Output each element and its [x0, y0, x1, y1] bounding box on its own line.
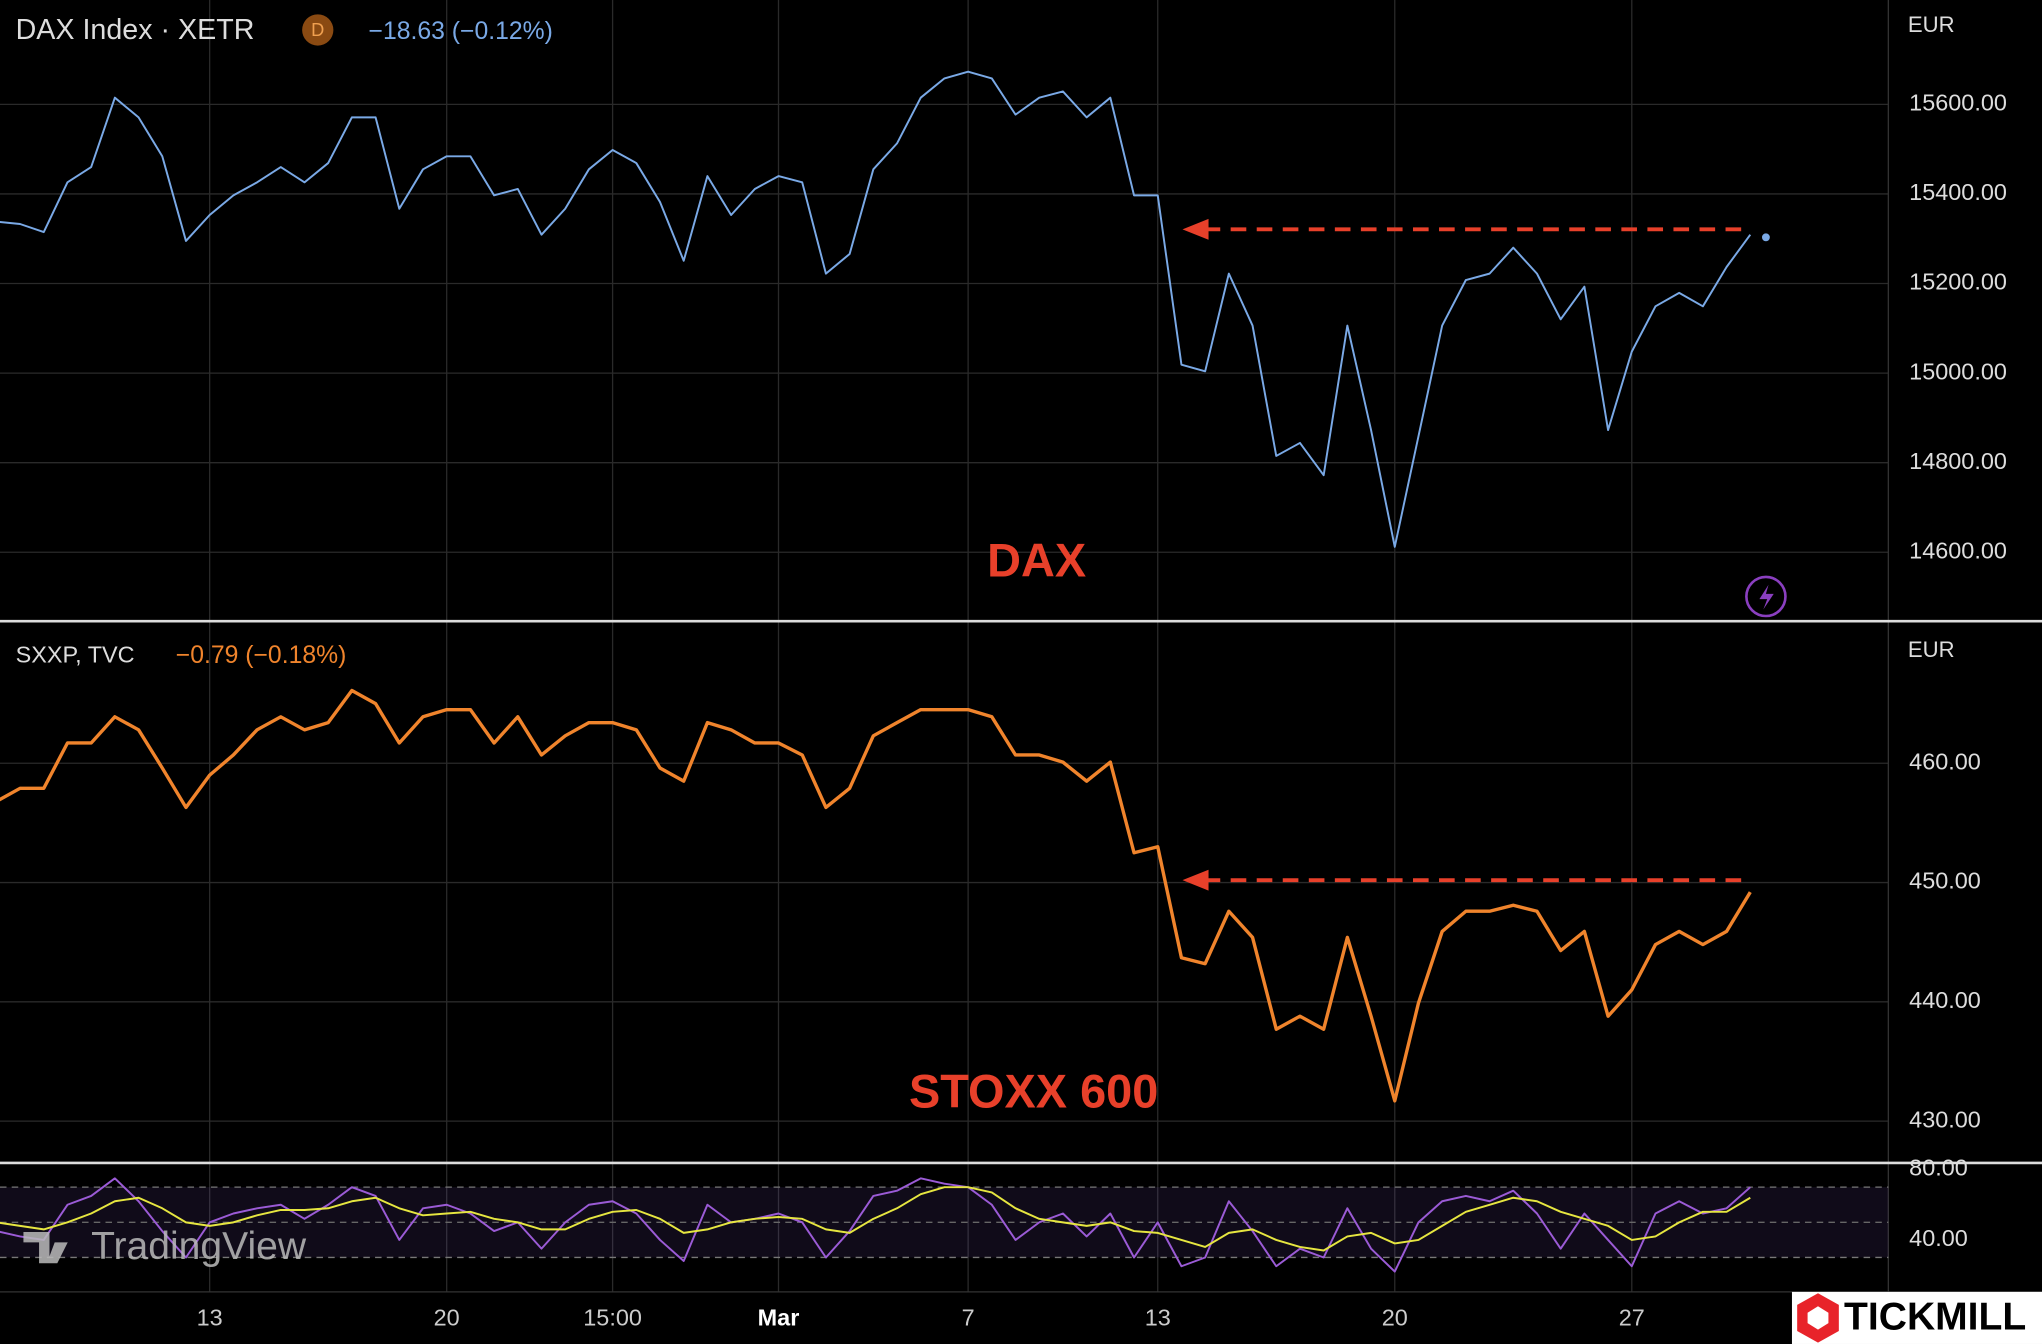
last-point: [1762, 233, 1770, 242]
currency: EUR: [1908, 12, 1955, 37]
x-tick-label: 20: [434, 1304, 460, 1330]
arrow-head: [1182, 218, 1209, 240]
y-tick-label: 15600.00: [1909, 90, 2007, 116]
x-tick-label: 7: [962, 1304, 975, 1330]
annotation: STOXX 600: [909, 1066, 1158, 1118]
y-tick-label: 440.00: [1909, 987, 1981, 1013]
badge: [302, 14, 334, 46]
watermark: TradingView: [91, 1225, 307, 1268]
sxxp-title: SXXP, TVC: [16, 642, 135, 668]
y-tick-label: 14600.00: [1909, 537, 2007, 563]
grid: [0, 0, 1889, 1292]
series-line: [0, 70, 1752, 548]
y-tick-label: 80.00: [1909, 1155, 1968, 1181]
alert-icon: [1759, 584, 1774, 610]
logo-icon: [1807, 1306, 1829, 1330]
logo: TICKMILL: [1844, 1296, 2026, 1339]
series-line: [0, 688, 1752, 1103]
plot: [0, 70, 1889, 1273]
annotation: DAX: [987, 534, 1086, 586]
arrow-head: [1182, 869, 1209, 891]
badge-text: D: [311, 19, 324, 40]
x-tick-label: 20: [1382, 1304, 1408, 1330]
x-tick-label: 13: [1145, 1304, 1171, 1330]
watermark-logo: [23, 1231, 68, 1264]
y-tick-label: 14800.00: [1909, 448, 2007, 474]
y-tick-label: 15200.00: [1909, 269, 2007, 295]
x-tick-label: 15:00: [583, 1304, 642, 1330]
series-line: [0, 1186, 1751, 1252]
x-tick-label: Mar: [758, 1304, 800, 1330]
x-tick-label: 27: [1619, 1304, 1645, 1330]
sxxp-change: −0.79 (−0.18%): [176, 642, 347, 669]
currency: EUR: [1908, 637, 1955, 662]
dax-title: DAX Index · XETR: [16, 14, 255, 46]
y-tick-label: 15400.00: [1909, 179, 2007, 205]
y-tick-label: 430.00: [1909, 1106, 1981, 1132]
dax-change: −18.63 (−0.12%): [369, 18, 553, 45]
y-tick-label: 15000.00: [1909, 358, 2007, 384]
x-tick-label: 13: [197, 1304, 223, 1330]
y-tick-label: 460.00: [1909, 748, 1981, 774]
y-tick-label: 40.00: [1909, 1225, 1968, 1251]
alert-icon[interactable]: [1745, 575, 1787, 618]
y-tick-label: 450.00: [1909, 868, 1981, 894]
